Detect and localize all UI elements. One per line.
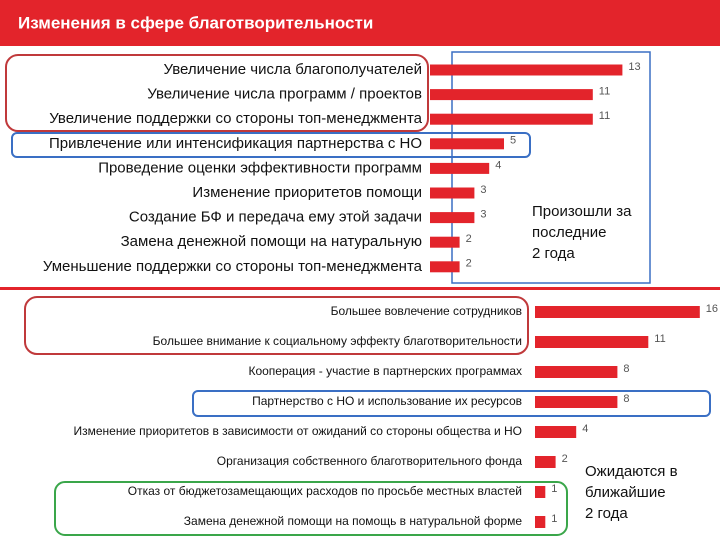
category-label: Привлечение или интенсификация партнерст… [49,135,422,152]
category-label: Изменение приоритетов в зависимости от о… [73,424,522,438]
category-label: Увеличение числа благополучателей [164,61,422,78]
bar [535,426,577,438]
slide-title: Изменения в сфере благотворительности [18,13,373,32]
bar [430,113,593,125]
header-bar [0,0,720,46]
bar [535,456,556,468]
highlight-blue [11,132,531,158]
bar [430,187,475,199]
value-label: 8 [623,363,629,375]
category-label: Партнерство с НО и использование их ресу… [252,394,522,408]
category-label: Отказ от бюджетозамещающих расходов по п… [128,484,522,498]
bar [535,396,618,408]
bar [535,306,700,318]
bar [430,212,475,224]
value-label: 3 [480,184,486,196]
value-label: 2 [562,453,568,465]
bar [430,89,593,101]
category-label: Проведение оценки эффективности программ [98,159,422,176]
value-label: 2 [466,258,472,270]
category-label: Большее внимание к социальному эффекту б… [153,334,522,348]
category-label: Создание БФ и передача ему этой задачи [129,209,422,226]
value-label: 11 [599,110,610,122]
bar [535,366,618,378]
bar [430,138,504,150]
separator [0,287,720,290]
highlight-green [54,481,568,536]
value-label: 3 [480,209,486,221]
value-label: 1 [551,513,557,525]
bar [535,336,649,348]
value-label: 13 [628,61,640,73]
annotation: Ожидаются в ближайшие 2 года [585,463,678,522]
value-label: 5 [510,135,516,147]
category-label: Уменьшение поддержки со стороны топ-мене… [43,258,423,275]
value-label: 4 [582,423,588,435]
bar [535,516,546,528]
bar [430,162,490,174]
value-label: 11 [654,333,665,345]
highlight-red [24,296,529,355]
category-label: Кооперация - участие в партнерских прогр… [248,364,522,378]
bar [430,261,460,273]
bar [535,486,546,498]
value-label: 4 [495,159,501,171]
highlight-blue [192,390,711,417]
category-label: Замена денежной помощи на помощь в натур… [184,514,523,528]
highlight-red [5,54,429,132]
bar [430,64,623,76]
value-label: 2 [466,233,472,245]
category-label: Изменение приоритетов помощи [192,184,422,201]
category-label: Увеличение числа программ / проектов [147,86,422,103]
bar [430,236,460,248]
value-label: 1 [551,483,557,495]
category-label: Организация собственного благотворительн… [217,454,523,468]
value-label: 16 [706,303,718,315]
value-label: 8 [623,393,629,405]
category-label: Увеличение поддержки со стороны топ-мене… [49,110,422,127]
value-label: 11 [599,86,610,98]
category-label: Большее вовлечение сотрудников [331,304,522,318]
annotation: Произошли за последние 2 года [532,203,632,262]
category-label: Замена денежной помощи на натуральную [121,233,422,250]
